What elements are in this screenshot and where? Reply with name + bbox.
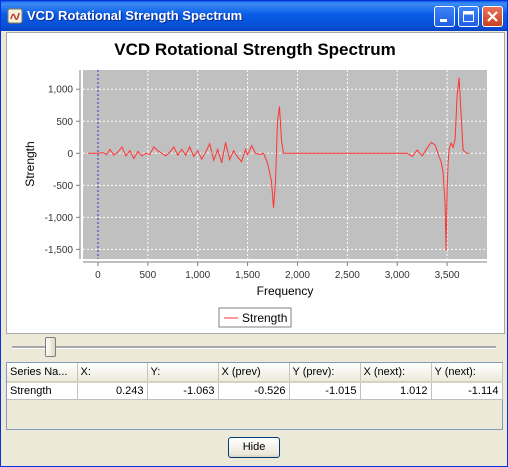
y-axis-ticks: 1,000 500 0 -500 -1,000 -1,500	[45, 85, 80, 256]
java-app-icon	[7, 8, 23, 24]
chart-panel[interactable]: VCD Rotational Strength Spectrum 0 500 1,0…	[6, 32, 505, 334]
column-header[interactable]: X (next):	[360, 363, 432, 383]
window-title: VCD Rotational Strength Spectrum	[27, 8, 243, 23]
table-cell[interactable]: Strength	[7, 382, 78, 400]
column-header[interactable]: X:	[77, 363, 148, 383]
table-cell[interactable]: -0.526	[218, 382, 290, 400]
table-cell[interactable]: 0.243	[77, 382, 148, 400]
x-axis-ticks: 0 500 1,000 1,500 2,000 2,500 3,000 3,500	[95, 262, 460, 281]
column-header[interactable]: Y (next):	[431, 363, 503, 383]
x-tick-label: 1,500	[235, 270, 260, 281]
column-header[interactable]: Y:	[147, 363, 219, 383]
table-cell[interactable]: 1.012	[360, 382, 432, 400]
spectrum-chart[interactable]: VCD Rotational Strength Spectrum 0 500 1,0…	[7, 33, 504, 333]
y-tick-label: 0	[67, 149, 73, 160]
y-axis-label: Strength	[23, 141, 37, 186]
minimize-button[interactable]	[434, 6, 455, 27]
column-header[interactable]: Y (prev):	[289, 363, 361, 383]
maximize-icon	[463, 11, 474, 22]
x-tick-label: 500	[139, 270, 156, 281]
close-icon	[487, 11, 498, 22]
x-tick-label: 0	[95, 270, 101, 281]
table-row[interactable]: Strength 0.243 -1.063 -0.526 -1.015 1.01…	[7, 382, 503, 400]
table-cell[interactable]: -1.114	[431, 382, 503, 400]
y-tick-label: -1,500	[45, 245, 74, 256]
slider-track[interactable]	[12, 346, 496, 349]
series-line-strength	[88, 77, 469, 251]
column-header[interactable]: X (prev)	[218, 363, 290, 383]
chart-title: VCD Rotational Strength Spectrum	[114, 40, 395, 59]
slider-thumb[interactable]	[45, 337, 57, 357]
x-tick-label: 2,500	[335, 270, 360, 281]
column-header[interactable]: Series Na...	[7, 363, 78, 383]
legend: Strength	[218, 307, 292, 328]
x-axis-label: Frequency	[257, 284, 314, 298]
y-tick-label: 500	[56, 117, 73, 128]
x-tick-label: 3,000	[385, 270, 410, 281]
table-cell[interactable]: -1.015	[289, 382, 361, 400]
data-table-panel: Series Na... X: Y: X (prev) Y (prev): X …	[6, 362, 503, 430]
title-bar[interactable]: VCD Rotational Strength Spectrum	[1, 1, 507, 31]
x-tick-label: 1,000	[185, 270, 210, 281]
data-table[interactable]: Series Na... X: Y: X (prev) Y (prev): X …	[7, 363, 503, 400]
hide-button[interactable]: Hide	[228, 437, 280, 458]
table-cell[interactable]: -1.063	[147, 382, 219, 400]
y-tick-label: 1,000	[48, 85, 73, 96]
legend-label: Strength	[242, 311, 287, 325]
plot-area[interactable]	[83, 70, 487, 259]
table-header-row: Series Na... X: Y: X (prev) Y (prev): X …	[7, 363, 503, 383]
frequency-slider[interactable]	[6, 334, 503, 360]
x-tick-label: 2,000	[285, 270, 310, 281]
maximize-button[interactable]	[458, 6, 479, 27]
x-tick-label: 3,500	[435, 270, 460, 281]
y-tick-label: -1,000	[45, 213, 74, 224]
close-button[interactable]	[482, 6, 503, 27]
y-tick-label: -500	[53, 181, 73, 192]
minimize-icon	[440, 19, 447, 22]
